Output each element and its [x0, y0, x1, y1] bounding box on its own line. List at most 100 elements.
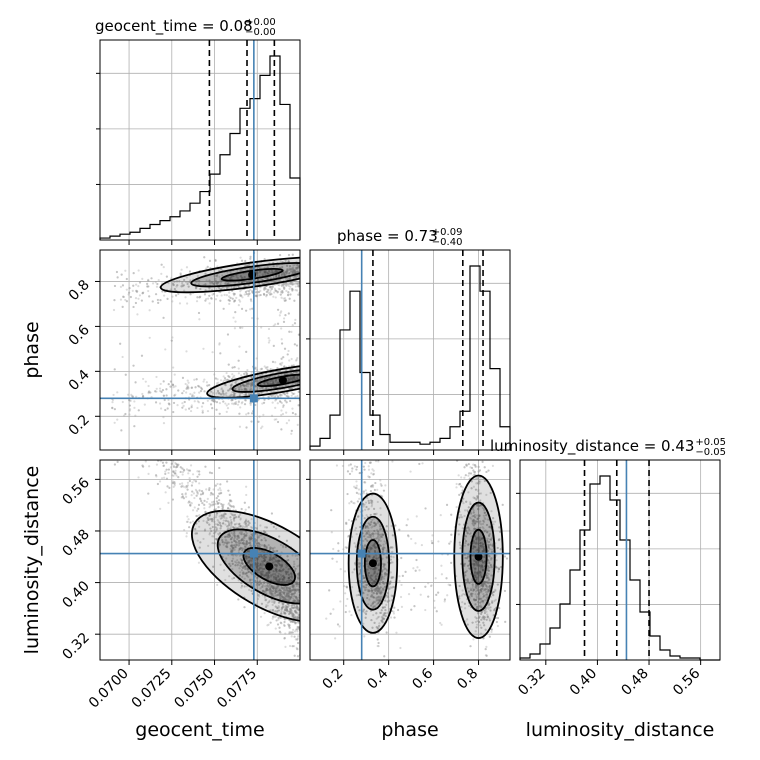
sample-point [265, 271, 269, 275]
sample-point [278, 559, 281, 563]
sample-point [296, 615, 299, 619]
sample-point [246, 289, 249, 292]
sample-point [239, 384, 242, 387]
sample-point [255, 539, 258, 542]
sample-point [268, 599, 271, 602]
sample-point [176, 284, 179, 287]
sample-point [191, 481, 194, 484]
sample-point [176, 463, 179, 467]
sample-point [231, 544, 234, 547]
sample-point [274, 276, 278, 279]
sample-point [285, 422, 288, 425]
sample-point [140, 354, 144, 357]
sample-point [284, 282, 287, 286]
sample-point [215, 281, 218, 284]
sample-point [215, 392, 218, 395]
sample-point [229, 516, 232, 519]
sample-point [240, 539, 243, 542]
sample-point [186, 520, 189, 523]
sample-point [203, 378, 206, 381]
sample-point [296, 576, 299, 579]
sample-point [267, 269, 271, 273]
sample-point [221, 392, 225, 395]
sample-point [257, 536, 260, 539]
sample-point [159, 298, 162, 302]
sample-point [205, 488, 208, 491]
sample-point [219, 281, 222, 284]
y-axis-label: phase [21, 321, 43, 378]
sample-point [198, 318, 201, 321]
sample-point [208, 514, 211, 517]
sample-point [220, 505, 223, 508]
sample-point [263, 563, 266, 567]
sample-point [261, 402, 264, 405]
sample-point [226, 542, 229, 545]
sample-point [213, 427, 216, 430]
sample-point [294, 628, 298, 631]
sample-point [175, 462, 178, 466]
sample-point [219, 483, 222, 486]
sample-point [240, 539, 243, 542]
sample-point [187, 469, 190, 472]
sample-point [289, 282, 292, 285]
sample-point [293, 269, 296, 272]
sample-point [291, 600, 295, 603]
sample-point [230, 550, 233, 553]
sample-point [291, 594, 294, 597]
sample-point [125, 288, 128, 291]
sample-point [237, 372, 240, 375]
sample-point [221, 390, 224, 393]
sample-point [200, 501, 204, 505]
sample-point [293, 591, 297, 594]
sample-point [244, 399, 247, 402]
sample-point [173, 481, 176, 484]
sample-point [231, 550, 234, 553]
sample-point [180, 285, 183, 288]
sample-point [255, 294, 258, 297]
sample-point [185, 520, 189, 523]
sample-point [186, 488, 189, 491]
sample-point [288, 276, 292, 279]
sample-point [296, 608, 299, 611]
sample-point [237, 549, 240, 552]
sample-point [276, 607, 279, 610]
sample-point [199, 498, 202, 501]
sample-point [287, 282, 290, 285]
sample-point [182, 497, 186, 500]
sample-point [281, 606, 284, 609]
sample-point [293, 635, 296, 638]
sample-point [241, 276, 244, 279]
sample-point [191, 490, 194, 493]
sample-point [220, 387, 223, 390]
sample-point [286, 588, 289, 592]
sample-point [282, 356, 285, 359]
sample-point [174, 472, 177, 475]
sample-point [251, 563, 254, 566]
sample-point [150, 277, 153, 280]
sample-point [279, 597, 282, 600]
sample-point [225, 410, 228, 413]
sample-point [245, 532, 248, 535]
sample-point [187, 386, 190, 389]
sample-point [287, 349, 290, 353]
sample-point [162, 443, 164, 445]
sample-point [258, 270, 262, 273]
sample-point [242, 280, 245, 283]
sample-point [243, 275, 246, 279]
sample-point [276, 290, 279, 293]
sample-point [295, 582, 298, 585]
sample-point [250, 381, 253, 384]
sample-point [212, 500, 215, 503]
sample-point [283, 286, 286, 289]
sample-point [227, 299, 230, 302]
sample-point [240, 294, 243, 298]
sample-point [173, 481, 176, 484]
sample-point [282, 320, 286, 323]
sample-point [186, 282, 189, 286]
sample-point [295, 289, 299, 292]
sample-point [274, 380, 277, 384]
sample-point [283, 612, 287, 615]
sample-point [295, 606, 298, 609]
sample-point [237, 525, 240, 529]
sample-point [203, 293, 207, 296]
